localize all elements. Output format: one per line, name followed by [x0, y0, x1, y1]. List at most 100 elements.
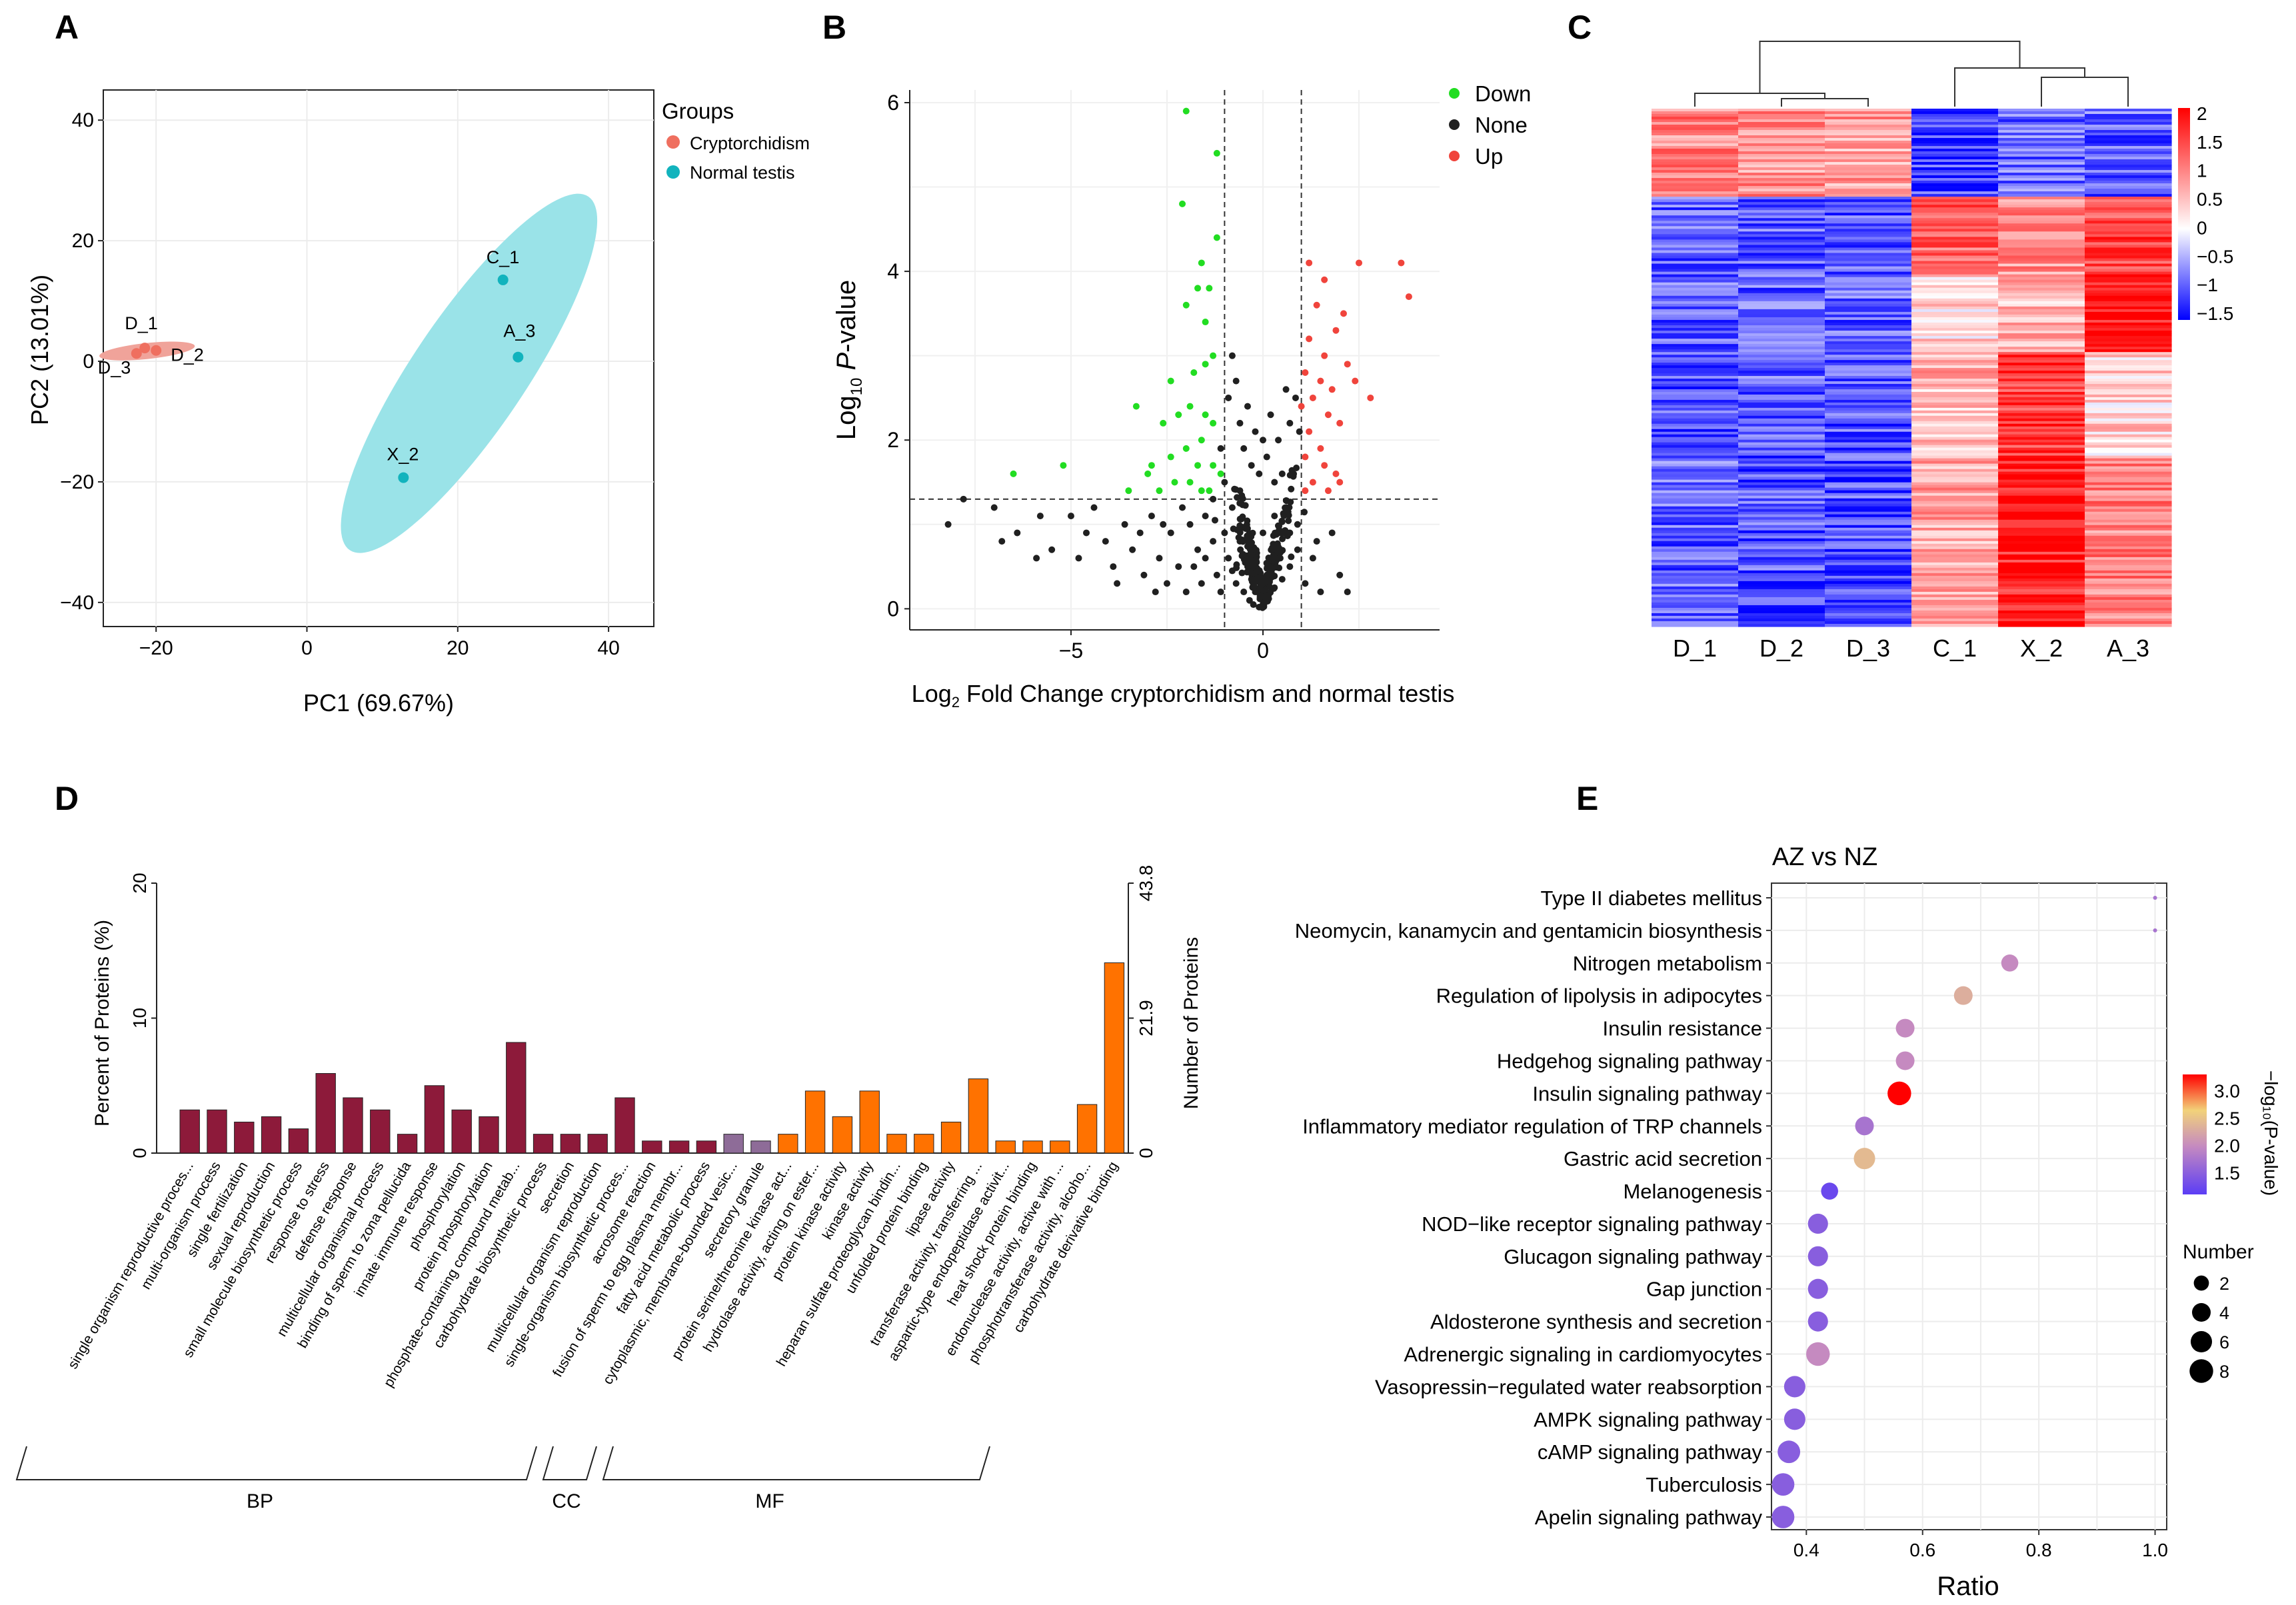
heatmap-cell [1738, 450, 1825, 454]
heatmap-cell [1825, 434, 1912, 438]
volcano-point-none [1239, 513, 1246, 521]
heatmap-cell [1998, 541, 2085, 545]
heatmap-cell [2085, 328, 2172, 331]
heatmap-cell [1998, 530, 2085, 534]
heatmap-cell [1911, 461, 1999, 465]
volcano-y-axis-label: Log10 P-value [832, 280, 866, 440]
heatmap-cell [1911, 482, 1999, 486]
heatmap-cell [1652, 183, 1739, 187]
pca-point [497, 274, 509, 285]
heatmap-cell [1825, 221, 1912, 224]
heatmap-cell [1998, 149, 2085, 152]
heatmap-cell [1652, 384, 1739, 387]
heatmap-cell [1998, 450, 2085, 454]
heatmap-cell [1652, 551, 1739, 555]
heatmap-column-labels: D_1 D_2 D_3 C_1 X_2 A_3 [1673, 635, 2149, 662]
heatmap-cell [1825, 471, 1912, 475]
heatmap-cell [1998, 189, 2085, 192]
heatmap-cell [1998, 506, 2085, 510]
heatmap-cell [1652, 269, 1739, 273]
heatmap-cell [2085, 482, 2172, 486]
heatmap-cell [1998, 607, 2085, 611]
heatmap-cell [1998, 218, 2085, 221]
heatmap-cell [2085, 170, 2172, 173]
heatmap-cell [1911, 125, 1999, 128]
heatmap-cell [1998, 328, 2085, 331]
heatmap-cell [1652, 133, 1739, 136]
heatmap-cell [1652, 146, 1739, 149]
heatmap-cell [2085, 623, 2172, 627]
go-bar [723, 1134, 744, 1154]
heatmap-cell [2085, 322, 2172, 326]
heatmap-cell [1825, 613, 1912, 617]
heatmap-cell [1825, 138, 1912, 141]
volcano-threshold-lines [910, 90, 1440, 630]
kegg-point [1807, 1213, 1828, 1234]
volcano-point-none [1286, 419, 1294, 427]
heatmap-cell [1998, 482, 2085, 486]
heatmap-cell [2085, 114, 2172, 117]
heatmap-cell [1738, 479, 1825, 483]
kegg-x-tick-label: 0.8 [2026, 1540, 2052, 1560]
heatmap-cell [1738, 277, 1825, 281]
volcano-point-none [1250, 601, 1257, 609]
heatmap-cell [1911, 373, 1999, 377]
heatmap-cell [1738, 527, 1825, 531]
volcano-point-down [1210, 352, 1217, 359]
go-bar [1076, 1104, 1098, 1154]
heatmap-cell [1738, 218, 1825, 221]
heatmap-cell [1825, 360, 1912, 363]
heatmap-cell [1652, 389, 1739, 393]
heatmap-cells [1652, 109, 2172, 627]
heatmap-cell [1911, 165, 1999, 168]
heatmap-cell [1825, 287, 1912, 291]
heatmap-cell [1652, 191, 1739, 195]
heatmap-cell [1998, 231, 2085, 235]
heatmap-cell [1652, 205, 1739, 208]
volcano-point-down [1213, 149, 1220, 157]
heatmap-cell [2085, 125, 2172, 128]
heatmap-cell [1738, 213, 1825, 216]
heatmap-cell [1652, 247, 1739, 251]
heatmap-cell [1998, 167, 2085, 171]
heatmap-cell [1652, 159, 1739, 163]
heatmap-cell [1998, 503, 2085, 507]
heatmap-cell [1998, 434, 2085, 438]
heatmap-cell [1652, 339, 1739, 342]
volcano-point-none [1236, 419, 1244, 427]
heatmap-cell [1652, 360, 1739, 363]
heatmap-cell [1738, 373, 1825, 377]
heatmap-cell [1911, 405, 1999, 409]
heatmap-cell [1911, 599, 1999, 603]
heatmap-cell [1998, 357, 2085, 361]
heatmap-cell [1738, 151, 1825, 155]
heatmap-cell [2085, 371, 2172, 374]
heatmap-cell [1911, 437, 1999, 441]
volcano-point-down [1210, 419, 1217, 427]
volcano-point-down [1125, 487, 1132, 495]
volcano-point-none [1228, 352, 1236, 359]
heatmap-cell [1911, 183, 1999, 187]
heatmap-cell [1825, 437, 1912, 441]
pca-point-label: A_3 [503, 321, 535, 341]
volcano-plot-area [910, 90, 1440, 630]
heatmap-cell [1998, 143, 2085, 147]
heatmap-cell [1825, 245, 1912, 249]
heatmap-cell [1738, 522, 1825, 526]
heatmap-cell [2085, 546, 2172, 550]
heatmap-cell [1825, 210, 1912, 213]
heatmap-cell [1652, 263, 1739, 267]
heatmap-cell [1738, 437, 1825, 441]
heatmap-cell [1652, 458, 1739, 462]
heatmap-cell [1998, 223, 2085, 227]
go-bar [1022, 1140, 1043, 1154]
heatmap-cell [1825, 546, 1912, 550]
heatmap-cell [2085, 565, 2172, 569]
heatmap-cell [1825, 594, 1912, 598]
heatmap-cell [2085, 535, 2172, 539]
heatmap-cell [2085, 258, 2172, 262]
kegg-term-label: Adrenergic signaling in cardiomyocytes [1404, 1343, 1762, 1366]
heatmap-cell [1652, 333, 1739, 337]
volcano-point-none [1282, 497, 1290, 504]
